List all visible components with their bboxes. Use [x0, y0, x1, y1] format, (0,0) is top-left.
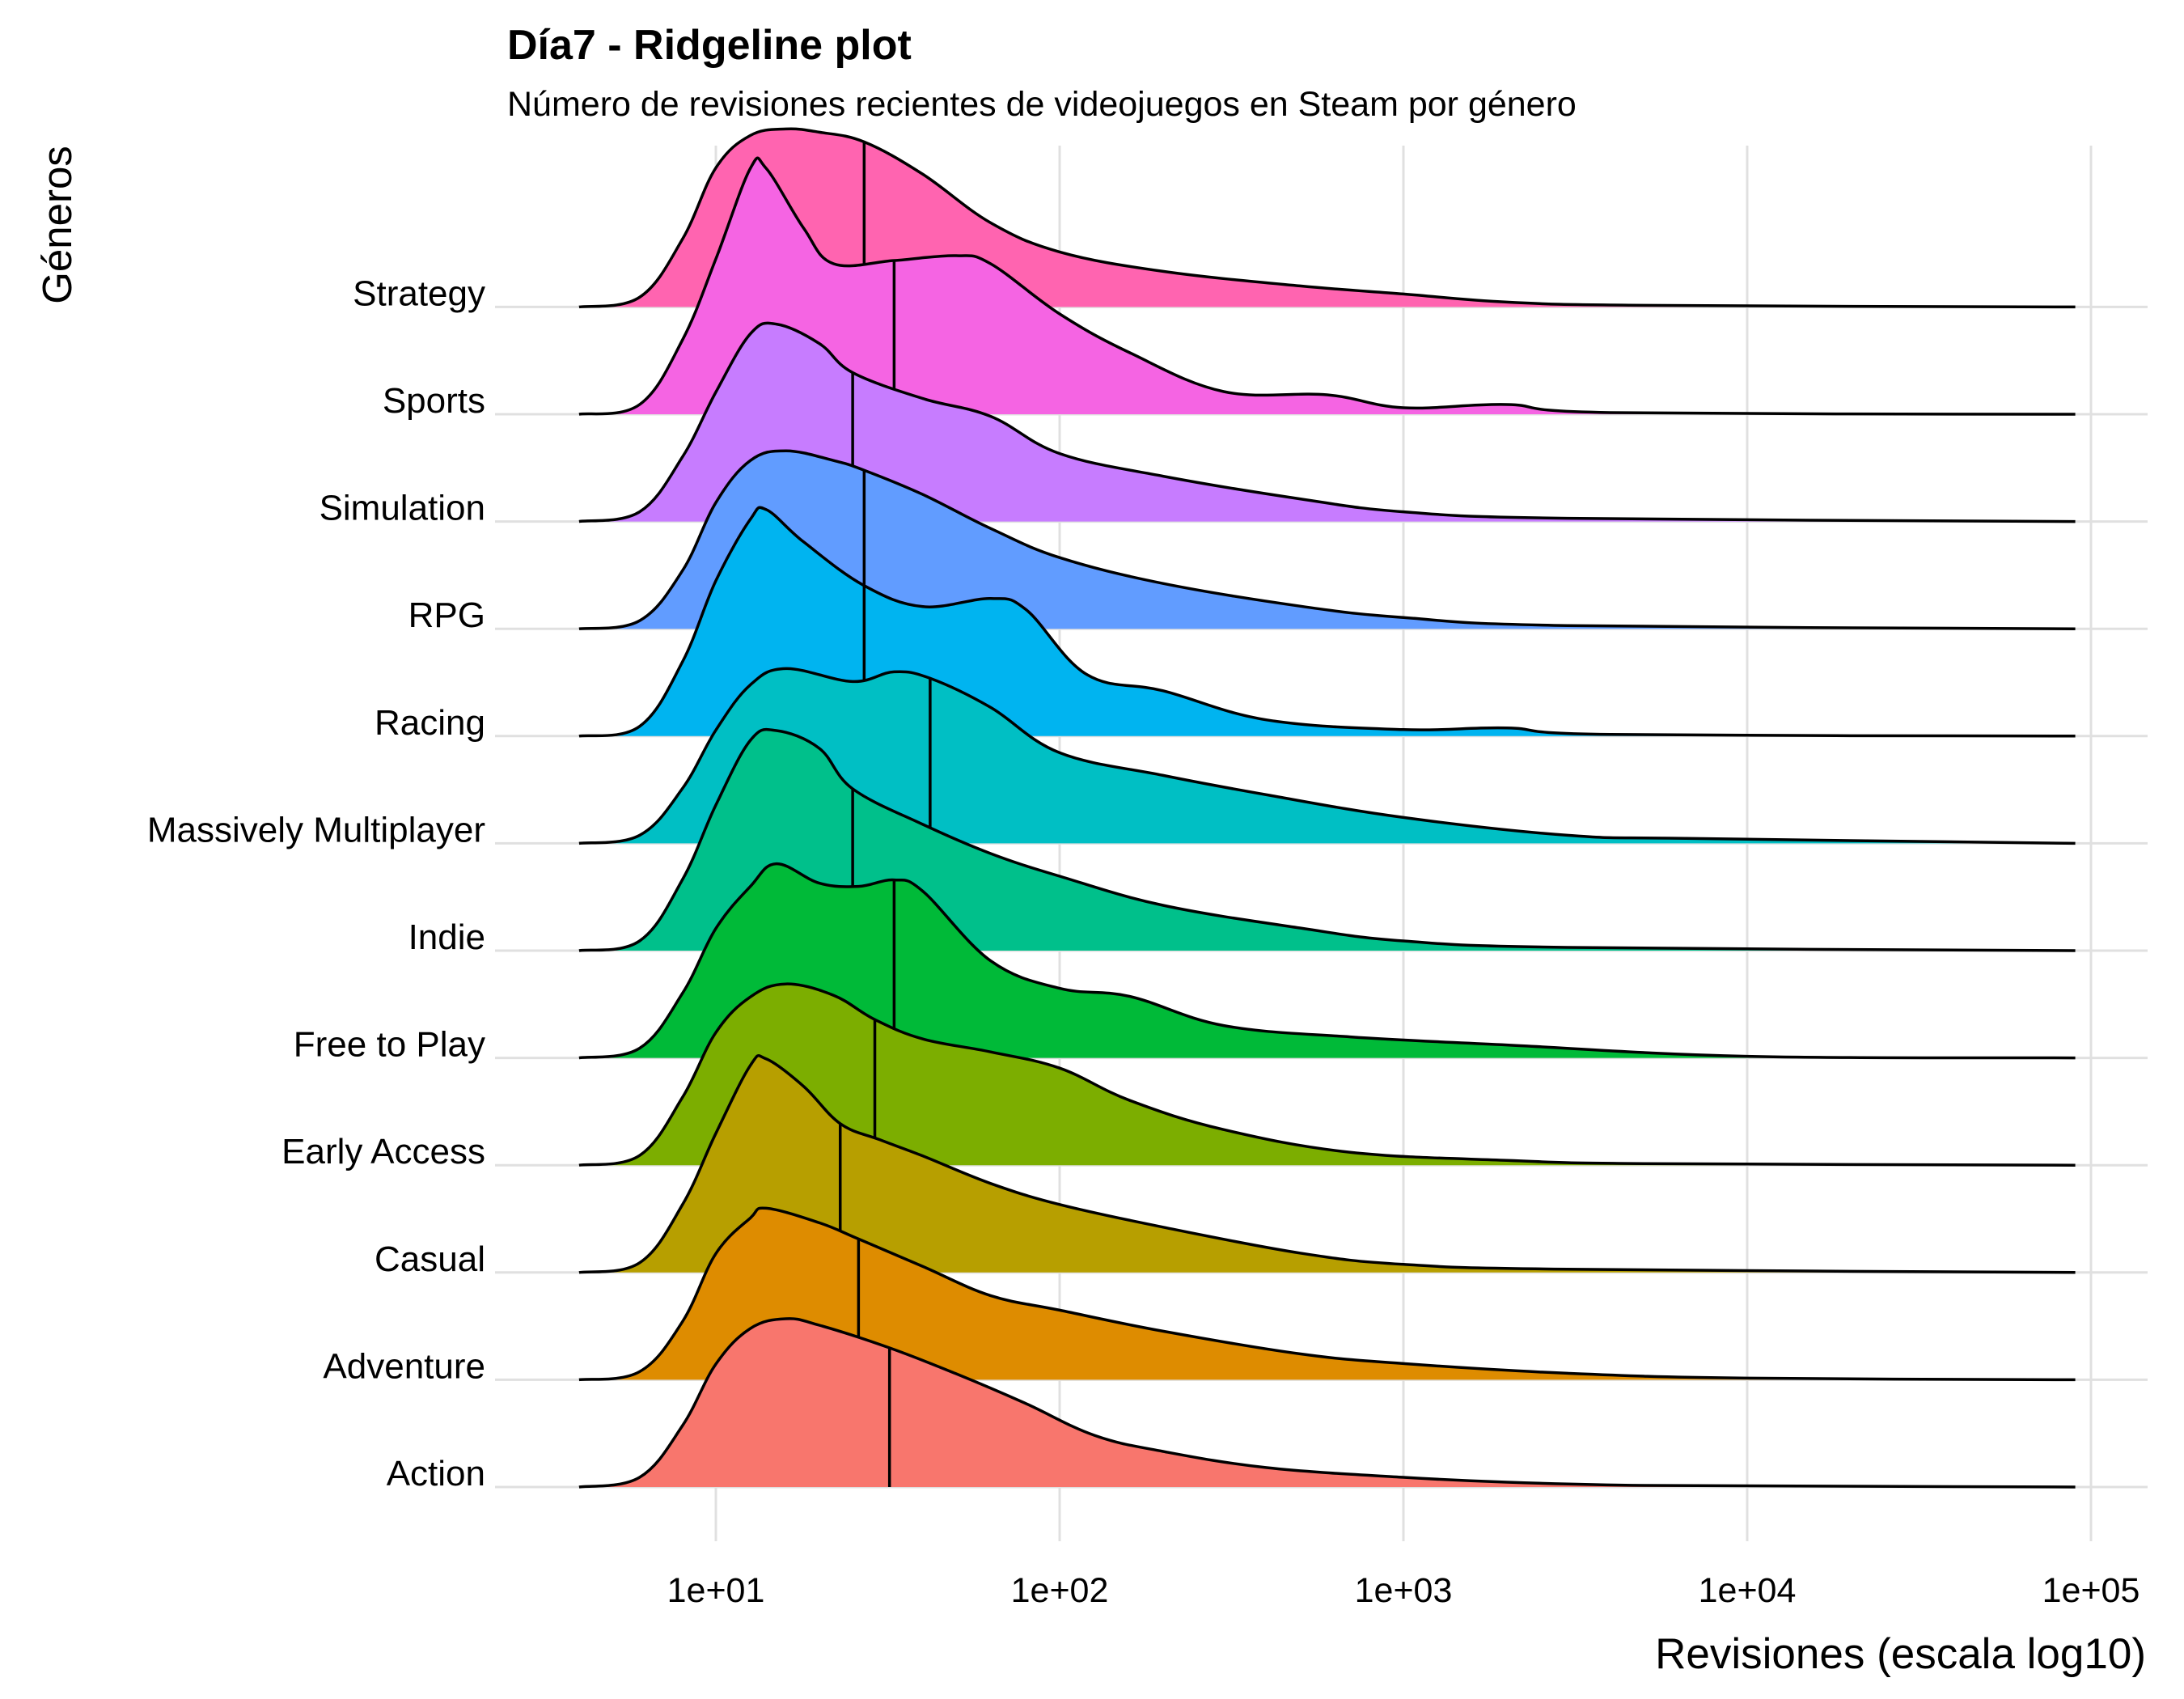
ridge-outline-strategy: [578, 127, 2076, 309]
ridge-outline-sports: [578, 156, 2076, 416]
category-label: Early Access: [281, 1132, 485, 1172]
category-label: Strategy: [353, 273, 485, 313]
x-tick-label: 1e+04: [1699, 1571, 1797, 1610]
ridge-outline-early-access: [578, 982, 2076, 1167]
y-axis-title: Géneros: [34, 146, 80, 304]
ridge-area-indie: [578, 729, 2076, 951]
ridge-area-action: [578, 1318, 2076, 1487]
ridge-area-simulation: [578, 323, 2076, 522]
ridge-area-sports: [578, 158, 2076, 415]
category-label: Indie: [408, 917, 485, 957]
ridge-area-early-access: [578, 984, 2076, 1166]
ridge-area-rpg: [578, 451, 2076, 629]
x-tick-label: 1e+05: [2042, 1571, 2140, 1610]
x-axis-ticks: 1e+01 1e+02 1e+03 1e+04 1e+05: [667, 1571, 2140, 1610]
category-label: Casual: [375, 1239, 485, 1279]
category-label: Free to Play: [294, 1025, 485, 1065]
ridge-outline-adventure: [578, 1206, 2076, 1382]
ridge-outline-simulation: [578, 321, 2076, 523]
ridge-area-casual: [578, 1055, 2076, 1273]
ridge-outline-action: [578, 1317, 2076, 1489]
ridge-massively-multiplayer: [578, 667, 2076, 845]
x-axis-title: Revisiones (escala log10): [1655, 1630, 2146, 1678]
category-labels: Strategy Sports Simulation RPG Racing Massive…: [147, 273, 485, 1494]
ridge-outline-indie: [578, 727, 2076, 952]
category-label: Adventure: [323, 1346, 485, 1386]
category-label: Action: [387, 1454, 485, 1494]
ridge-outline-massively-multiplayer: [578, 667, 2076, 845]
ridge-outline-racing: [578, 506, 2076, 738]
ridge-area-free-to-play: [578, 863, 2076, 1058]
ridge-outline-rpg: [578, 449, 2076, 630]
ridge-action: [578, 1317, 2076, 1489]
ridge-outline-casual: [578, 1054, 2076, 1274]
ridge-area-racing: [578, 507, 2076, 736]
ridge-outline-free-to-play: [578, 862, 2076, 1060]
x-tick-label: 1e+01: [667, 1571, 765, 1610]
x-tick-label: 1e+03: [1355, 1571, 1453, 1610]
chart-subtitle: Número de revisiones recientes de videoj…: [507, 85, 1577, 124]
x-tick-label: 1e+02: [1011, 1571, 1109, 1610]
category-label: Sports: [383, 381, 485, 421]
category-label: Racing: [375, 703, 485, 743]
category-label: RPG: [408, 595, 485, 635]
ridge-layer: [578, 127, 2076, 1489]
category-label: Massively Multiplayer: [147, 810, 485, 850]
ridge-area-adventure: [578, 1208, 2076, 1380]
ridge-area-massively-multiplayer: [578, 668, 2076, 844]
chart-title: Día7 - Ridgeline plot: [507, 22, 912, 69]
category-label: Simulation: [320, 489, 485, 528]
